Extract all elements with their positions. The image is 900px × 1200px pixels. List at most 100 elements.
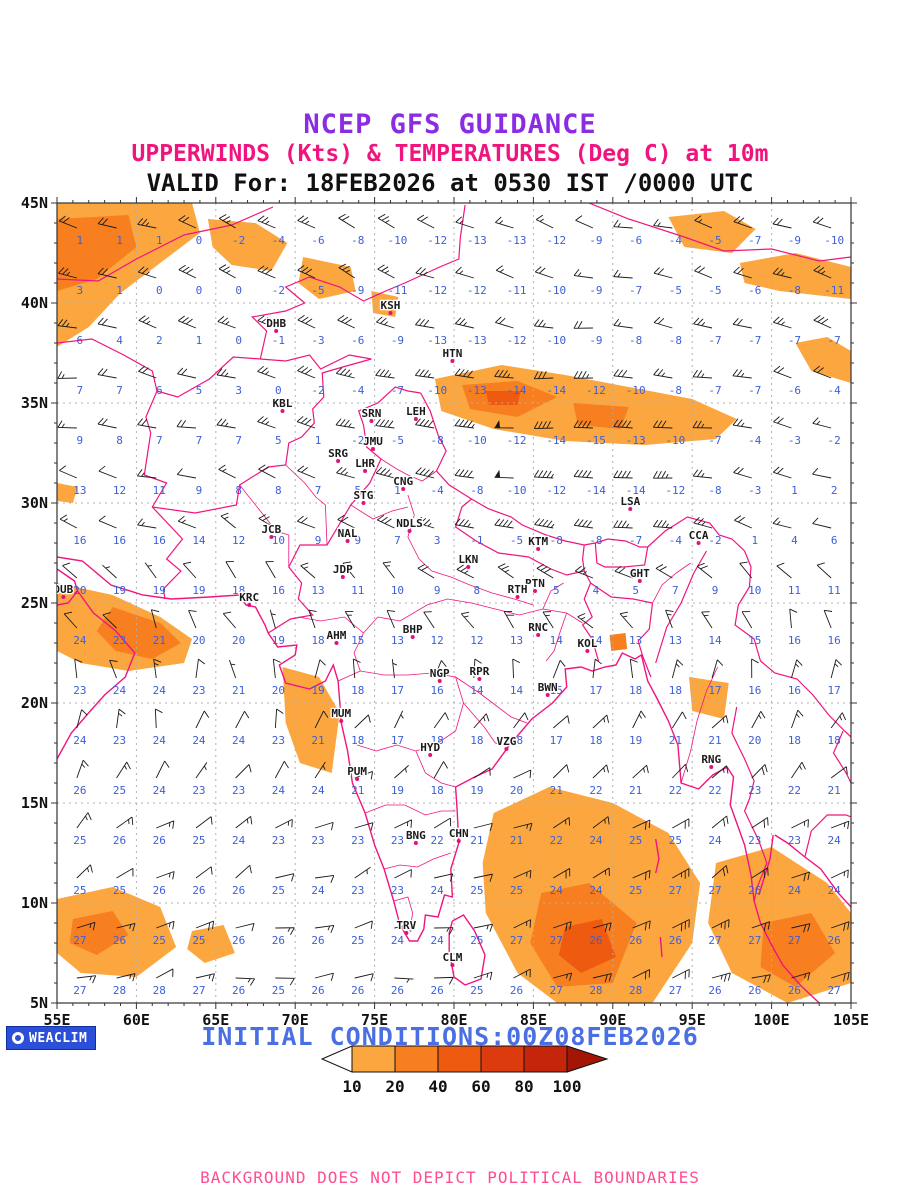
svg-text:-8: -8 (788, 284, 801, 297)
svg-text:26: 26 (748, 984, 761, 997)
svg-text:-8: -8 (550, 534, 563, 547)
svg-text:27: 27 (669, 984, 682, 997)
svg-text:13: 13 (669, 634, 682, 647)
svg-text:16: 16 (748, 684, 761, 697)
svg-text:16: 16 (113, 534, 126, 547)
svg-text:16: 16 (788, 684, 801, 697)
svg-text:1: 1 (116, 284, 123, 297)
svg-text:2: 2 (156, 334, 163, 347)
svg-text:4: 4 (593, 584, 600, 597)
svg-text:-2: -2 (232, 234, 245, 247)
svg-text:-4: -4 (272, 234, 286, 247)
svg-text:25: 25 (73, 834, 86, 847)
svg-text:5: 5 (553, 584, 560, 597)
svg-text:16: 16 (272, 584, 285, 597)
svg-text:8: 8 (275, 484, 282, 497)
svg-text:JCB: JCB (261, 523, 281, 536)
svg-text:23: 23 (272, 734, 285, 747)
svg-text:60E: 60E (123, 1011, 150, 1029)
svg-text:19: 19 (629, 734, 642, 747)
svg-text:26: 26 (153, 834, 166, 847)
svg-text:26: 26 (629, 934, 642, 947)
svg-text:24: 24 (73, 634, 87, 647)
svg-text:-1: -1 (272, 334, 285, 347)
svg-text:27: 27 (550, 934, 563, 947)
svg-text:24: 24 (431, 934, 445, 947)
svg-text:10: 10 (391, 584, 404, 597)
svg-text:23: 23 (391, 834, 404, 847)
svg-text:1: 1 (791, 484, 798, 497)
logo-target-icon (12, 1032, 24, 1044)
svg-text:14: 14 (550, 634, 564, 647)
svg-text:19: 19 (192, 584, 205, 597)
svg-text:21: 21 (351, 784, 364, 797)
svg-text:15: 15 (351, 634, 364, 647)
svg-text:11: 11 (153, 484, 166, 497)
svg-text:9: 9 (77, 434, 84, 447)
svg-text:25: 25 (629, 884, 642, 897)
svg-text:KBL: KBL (273, 397, 293, 410)
svg-text:-14: -14 (546, 434, 566, 447)
svg-text:24: 24 (431, 884, 445, 897)
svg-text:45N: 45N (21, 194, 48, 212)
svg-text:13: 13 (391, 634, 404, 647)
svg-text:23: 23 (192, 784, 205, 797)
svg-text:SRN: SRN (361, 407, 381, 420)
svg-text:1: 1 (315, 434, 322, 447)
svg-text:5: 5 (196, 384, 203, 397)
svg-text:-5: -5 (510, 534, 523, 547)
svg-text:25: 25 (470, 984, 483, 997)
svg-text:4: 4 (116, 334, 123, 347)
svg-text:24: 24 (828, 834, 842, 847)
svg-text:27: 27 (748, 934, 761, 947)
svg-text:VZG: VZG (496, 735, 516, 748)
svg-text:9: 9 (434, 584, 441, 597)
svg-text:20: 20 (510, 784, 523, 797)
svg-text:23: 23 (748, 834, 761, 847)
svg-text:23: 23 (351, 884, 364, 897)
svg-text:-7: -7 (708, 334, 721, 347)
svg-text:-12: -12 (507, 334, 527, 347)
svg-text:2: 2 (831, 484, 838, 497)
svg-text:-10: -10 (507, 484, 527, 497)
svg-text:-14: -14 (586, 484, 606, 497)
svg-text:17: 17 (589, 684, 602, 697)
svg-text:100E: 100E (754, 1011, 790, 1029)
svg-text:-4: -4 (828, 384, 842, 397)
svg-text:19: 19 (391, 784, 404, 797)
svg-text:24: 24 (311, 784, 325, 797)
svg-text:RTH: RTH (508, 583, 528, 596)
svg-text:25: 25 (470, 934, 483, 947)
svg-text:-4: -4 (669, 534, 683, 547)
svg-text:-9: -9 (589, 334, 602, 347)
svg-text:26: 26 (828, 934, 841, 947)
svg-text:28: 28 (629, 984, 642, 997)
svg-text:24: 24 (708, 834, 722, 847)
svg-text:25: 25 (629, 834, 642, 847)
svg-text:12: 12 (113, 484, 126, 497)
svg-text:-9: -9 (351, 284, 364, 297)
svg-text:-13: -13 (507, 234, 527, 247)
axes: 55E 60E 65E 70E 75E 80E 85E 90E 95E 100E 105E5N10N… (21, 194, 869, 1029)
svg-text:-12: -12 (507, 434, 527, 447)
svg-text:-3: -3 (748, 484, 761, 497)
svg-text:24: 24 (391, 934, 405, 947)
svg-text:-7: -7 (708, 434, 721, 447)
svg-text:-1: -1 (470, 534, 483, 547)
svg-text:18: 18 (470, 734, 483, 747)
svg-text:9: 9 (315, 534, 322, 547)
svg-text:27: 27 (669, 884, 682, 897)
svg-text:19: 19 (113, 584, 126, 597)
svg-text:24: 24 (272, 784, 286, 797)
svg-text:24: 24 (113, 684, 127, 697)
svg-text:NGP: NGP (430, 667, 450, 680)
svg-text:7: 7 (672, 584, 679, 597)
svg-text:PTN: PTN (525, 577, 545, 590)
svg-text:4: 4 (791, 534, 798, 547)
svg-text:-10: -10 (546, 284, 566, 297)
svg-text:21: 21 (708, 734, 721, 747)
svg-text:27: 27 (73, 934, 86, 947)
svg-text:16: 16 (788, 634, 801, 647)
svg-text:18: 18 (311, 634, 324, 647)
svg-text:27: 27 (828, 984, 841, 997)
